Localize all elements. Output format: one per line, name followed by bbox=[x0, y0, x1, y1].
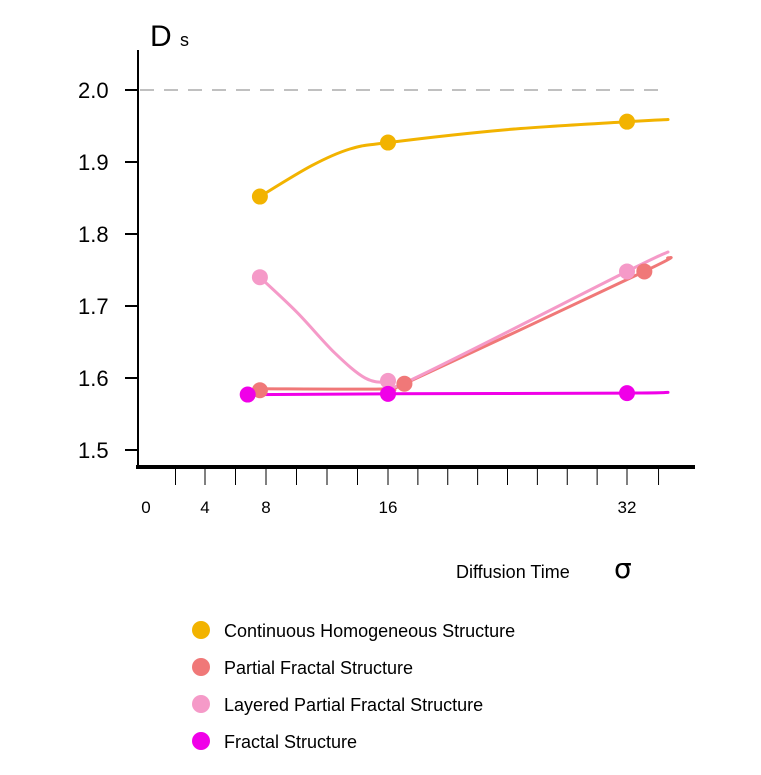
x-tick-label: 4 bbox=[200, 498, 209, 517]
legend-label: Fractal Structure bbox=[224, 732, 357, 752]
series-layer bbox=[239, 113, 673, 403]
data-point-fractal-structure bbox=[239, 386, 256, 403]
y-tick-label: 1.6 bbox=[78, 366, 109, 391]
axes bbox=[136, 50, 695, 469]
data-point-continuous-homogeneous-structure bbox=[251, 188, 268, 205]
x-tick-label: 16 bbox=[379, 498, 398, 517]
x-tick-label: 8 bbox=[261, 498, 270, 517]
y-ticks: 1.5 1.6 1.7 1.8 1.9 2.0 bbox=[78, 78, 138, 463]
legend-marker bbox=[192, 621, 210, 639]
data-point-layered-partial-fractal-structure bbox=[380, 372, 396, 389]
y-axis-label-subscript: s bbox=[180, 30, 189, 50]
series-line-layered-partial-fractal-structure bbox=[258, 250, 670, 391]
y-tick-label: 1.7 bbox=[78, 294, 109, 319]
x-ticks: 0 4 8 16 32 bbox=[141, 469, 660, 517]
y-tick-label: 2.0 bbox=[78, 78, 109, 103]
series-line-fractal-structure bbox=[246, 390, 670, 397]
data-point-layered-partial-fractal-structure bbox=[251, 269, 268, 286]
y-axis-label: D bbox=[150, 20, 172, 53]
legend-label: Continuous Homogeneous Structure bbox=[224, 621, 515, 641]
data-point-continuous-homogeneous-structure bbox=[380, 134, 396, 151]
y-tick-label: 1.5 bbox=[78, 438, 109, 463]
data-point-partial-fractal-structure bbox=[636, 263, 653, 280]
series-line-continuous-homogeneous-structure bbox=[258, 118, 670, 199]
data-point-continuous-homogeneous-structure bbox=[619, 113, 635, 130]
x-tick-label: 0 bbox=[141, 498, 150, 517]
legend: Continuous Homogeneous Structure Partial … bbox=[192, 621, 515, 752]
legend-marker bbox=[192, 732, 210, 750]
data-point-partial-fractal-structure bbox=[396, 375, 413, 392]
series-line-partial-fractal-structure bbox=[258, 255, 673, 396]
legend-marker bbox=[192, 695, 210, 713]
x-axis-label: Diffusion Time bbox=[456, 562, 570, 582]
y-tick-label: 1.9 bbox=[78, 150, 109, 175]
x-axis-label-symbol: σ bbox=[614, 552, 632, 585]
legend-label: Layered Partial Fractal Structure bbox=[224, 695, 483, 715]
data-point-partial-fractal-structure bbox=[251, 382, 268, 399]
legend-marker bbox=[192, 658, 210, 676]
data-point-layered-partial-fractal-structure bbox=[619, 263, 635, 280]
x-tick-label: 32 bbox=[618, 498, 637, 517]
y-tick-label: 1.8 bbox=[78, 222, 109, 247]
data-point-fractal-structure bbox=[380, 385, 396, 402]
legend-label: Partial Fractal Structure bbox=[224, 658, 413, 678]
data-point-fractal-structure bbox=[619, 385, 635, 402]
